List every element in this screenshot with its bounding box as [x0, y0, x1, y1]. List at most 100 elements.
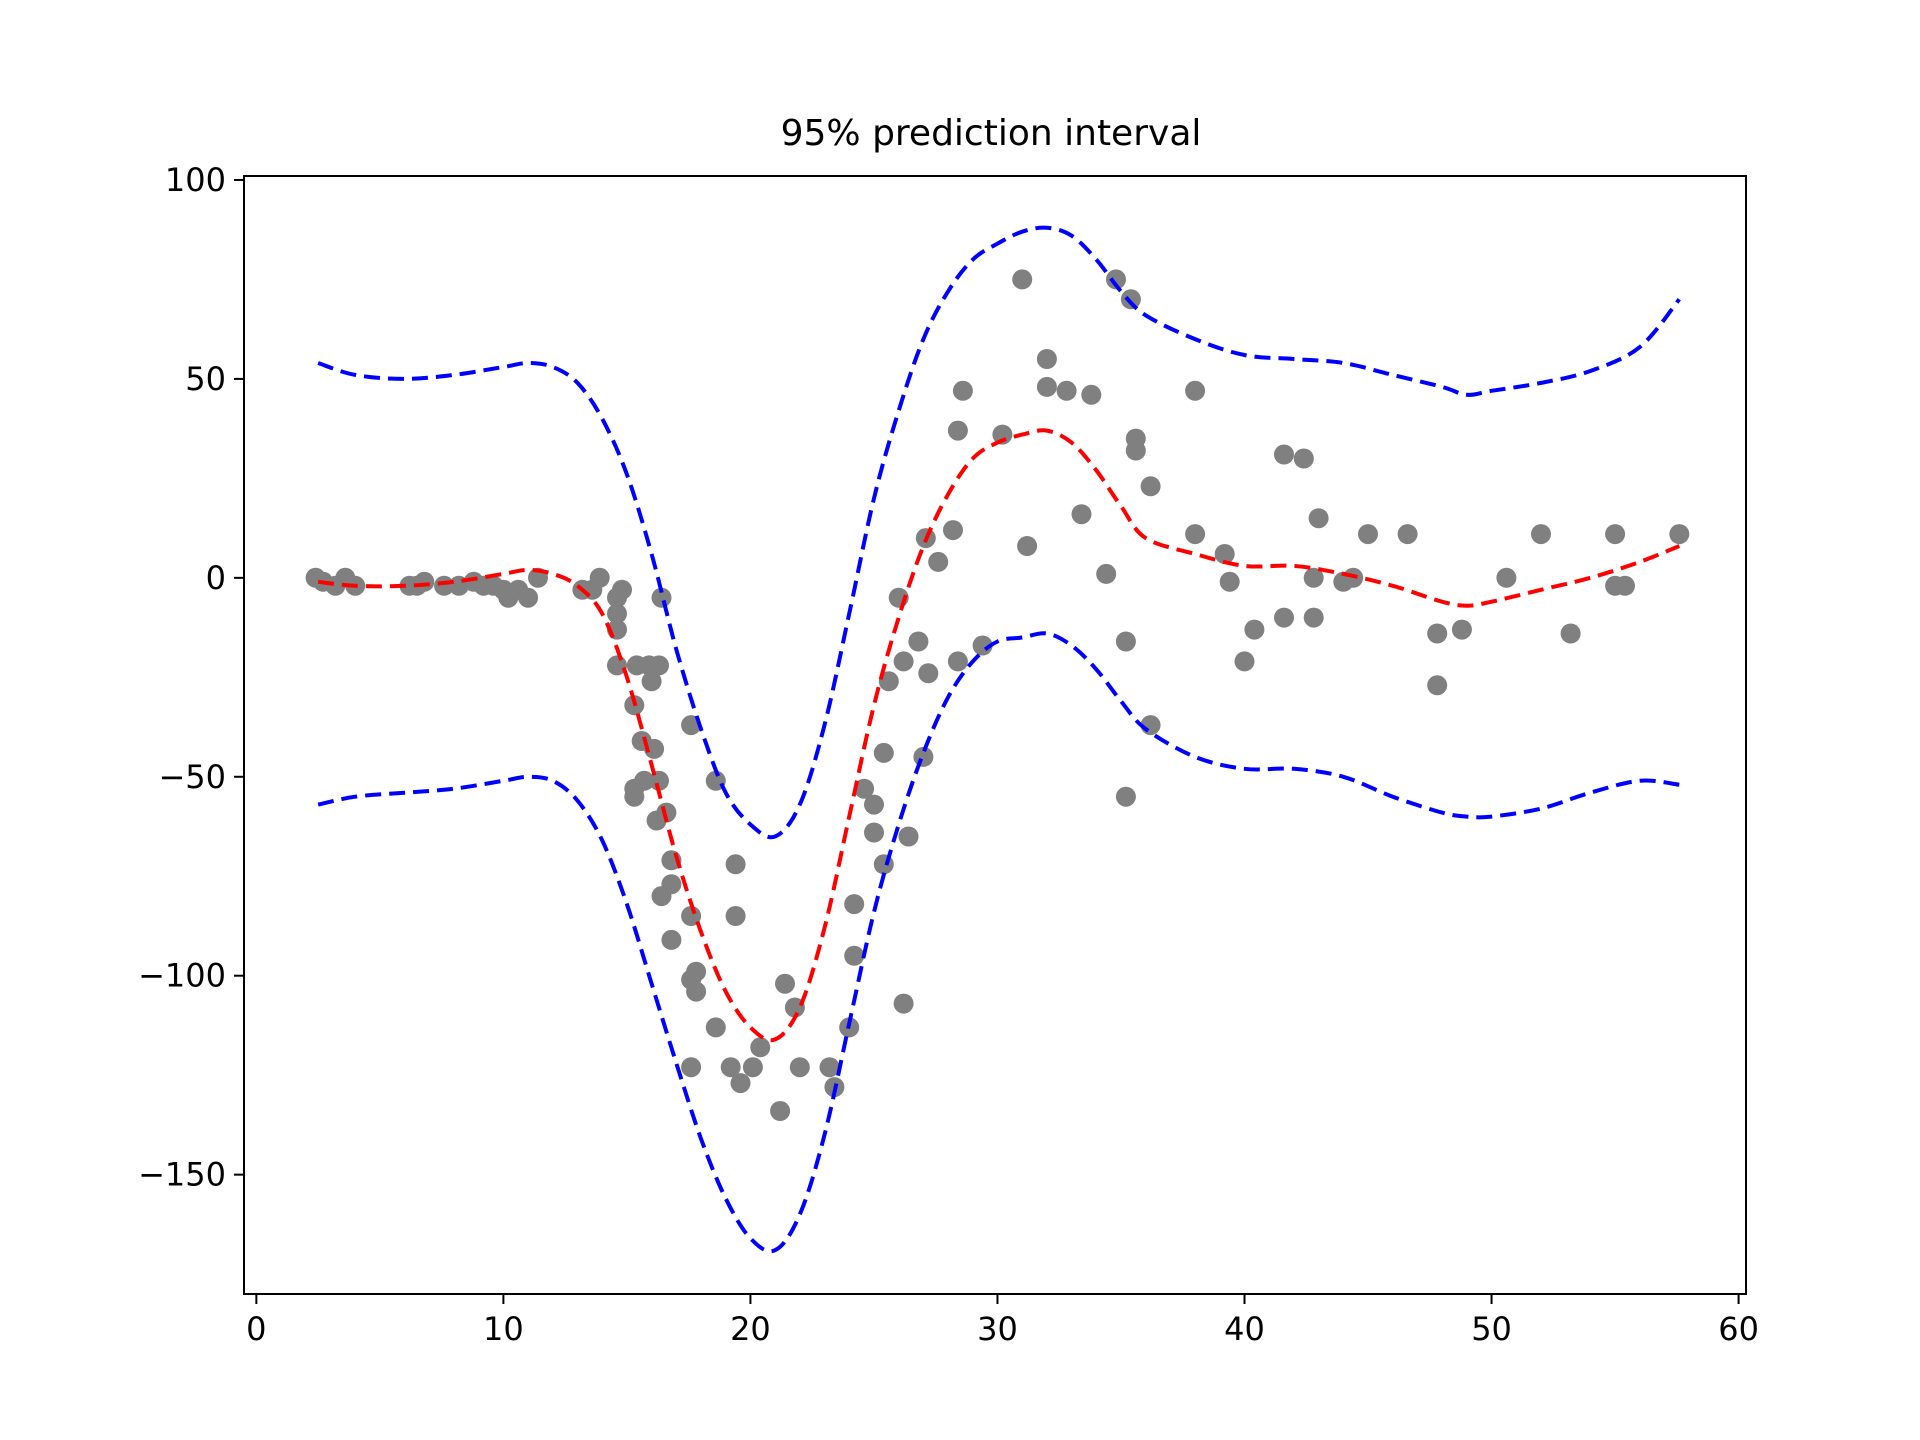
data-point	[1451, 619, 1472, 640]
y-tick-label: −100	[138, 957, 226, 995]
data-point	[649, 770, 669, 791]
x-tick-label: 20	[730, 1310, 771, 1348]
data-point	[1036, 376, 1057, 397]
data-point	[725, 854, 746, 875]
data-point	[1274, 607, 1294, 628]
x-axis: 0 10 20 30 40 50 60	[246, 1294, 1759, 1348]
data-point	[1303, 567, 1324, 588]
y-tick-label: 0	[206, 559, 226, 597]
y-tick-label: −50	[158, 758, 226, 796]
x-tick-label: 50	[1471, 1310, 1512, 1348]
data-point	[864, 822, 884, 843]
x-tick-label: 60	[1718, 1310, 1759, 1348]
data-point	[1012, 269, 1033, 290]
data-point	[681, 906, 702, 926]
data-point	[1214, 544, 1235, 564]
data-point	[649, 655, 669, 676]
data-point	[414, 571, 435, 592]
data-point	[1106, 269, 1126, 290]
data-point	[878, 671, 899, 692]
data-point	[725, 906, 746, 926]
x-tick-label: 10	[483, 1310, 524, 1348]
data-point	[1185, 524, 1206, 545]
data-point	[518, 587, 539, 608]
y-axis: 100 50 0 −50 −100 −150	[138, 161, 244, 1194]
data-point	[947, 651, 968, 672]
data-point	[1140, 476, 1161, 497]
data-point	[1115, 786, 1136, 807]
data-point	[1669, 524, 1690, 545]
data-point	[1017, 536, 1038, 556]
data-point	[943, 520, 963, 541]
data-point	[1303, 607, 1324, 628]
data-point	[893, 651, 914, 672]
data-point	[1185, 380, 1206, 401]
data-point	[686, 981, 707, 1002]
data-point	[873, 742, 894, 763]
y-tick-label: −150	[138, 1156, 226, 1194]
data-point	[651, 587, 672, 608]
data-point	[918, 663, 939, 684]
data-point	[775, 973, 795, 994]
data-point	[1120, 289, 1141, 310]
data-point	[854, 778, 875, 799]
axes-frame	[243, 175, 1747, 1295]
data-point	[972, 635, 993, 656]
data-point	[1615, 575, 1635, 596]
data-point	[1531, 524, 1551, 545]
data-point	[607, 655, 627, 676]
data-point	[641, 671, 662, 692]
data-point	[612, 579, 632, 600]
data-point	[607, 603, 627, 624]
data-point	[1125, 440, 1146, 461]
data-point	[681, 1057, 702, 1078]
data-point	[644, 738, 665, 759]
data-point	[1560, 623, 1581, 644]
data-point	[1081, 384, 1102, 405]
x-tick-label: 40	[1224, 1310, 1265, 1348]
data-point	[770, 1101, 791, 1121]
data-point	[742, 1057, 763, 1078]
x-tick-label: 0	[246, 1310, 266, 1348]
data-point	[1358, 524, 1378, 545]
data-point	[1219, 571, 1240, 592]
data-point	[893, 993, 914, 1014]
data-point	[750, 1037, 771, 1058]
data-point	[1605, 524, 1626, 545]
data-point	[589, 567, 610, 588]
data-point	[624, 786, 645, 807]
data-point	[844, 894, 865, 915]
data-point	[661, 929, 682, 950]
data-point	[928, 551, 949, 572]
data-point	[705, 1017, 726, 1038]
data-point	[661, 874, 682, 895]
y-tick-label: 100	[165, 161, 226, 199]
data-point	[686, 961, 707, 982]
data-point	[720, 1057, 741, 1078]
data-point	[1496, 567, 1517, 588]
series-lower-bound-line	[317, 631, 1680, 1254]
series-mean-line	[317, 428, 1681, 1043]
data-point	[1427, 675, 1448, 696]
data-point	[1036, 349, 1057, 369]
data-point	[1397, 524, 1418, 545]
data-point	[947, 420, 968, 441]
data-point	[1096, 563, 1117, 584]
data-point	[1427, 623, 1448, 644]
data-point	[730, 1073, 751, 1094]
x-tick-label: 30	[977, 1310, 1018, 1348]
data-point	[789, 1057, 810, 1078]
data-point	[952, 380, 973, 401]
data-point	[864, 794, 884, 815]
data-point	[844, 945, 865, 966]
data-point	[1234, 651, 1255, 672]
data-point	[819, 1057, 840, 1078]
chart-title: 95% prediction interval	[781, 113, 1202, 154]
plot-area	[305, 225, 1690, 1254]
series-upper-bound-line	[317, 225, 1681, 840]
data-point	[634, 770, 655, 791]
data-point	[1308, 508, 1329, 529]
data-point	[898, 826, 919, 847]
data-point	[1274, 444, 1294, 465]
